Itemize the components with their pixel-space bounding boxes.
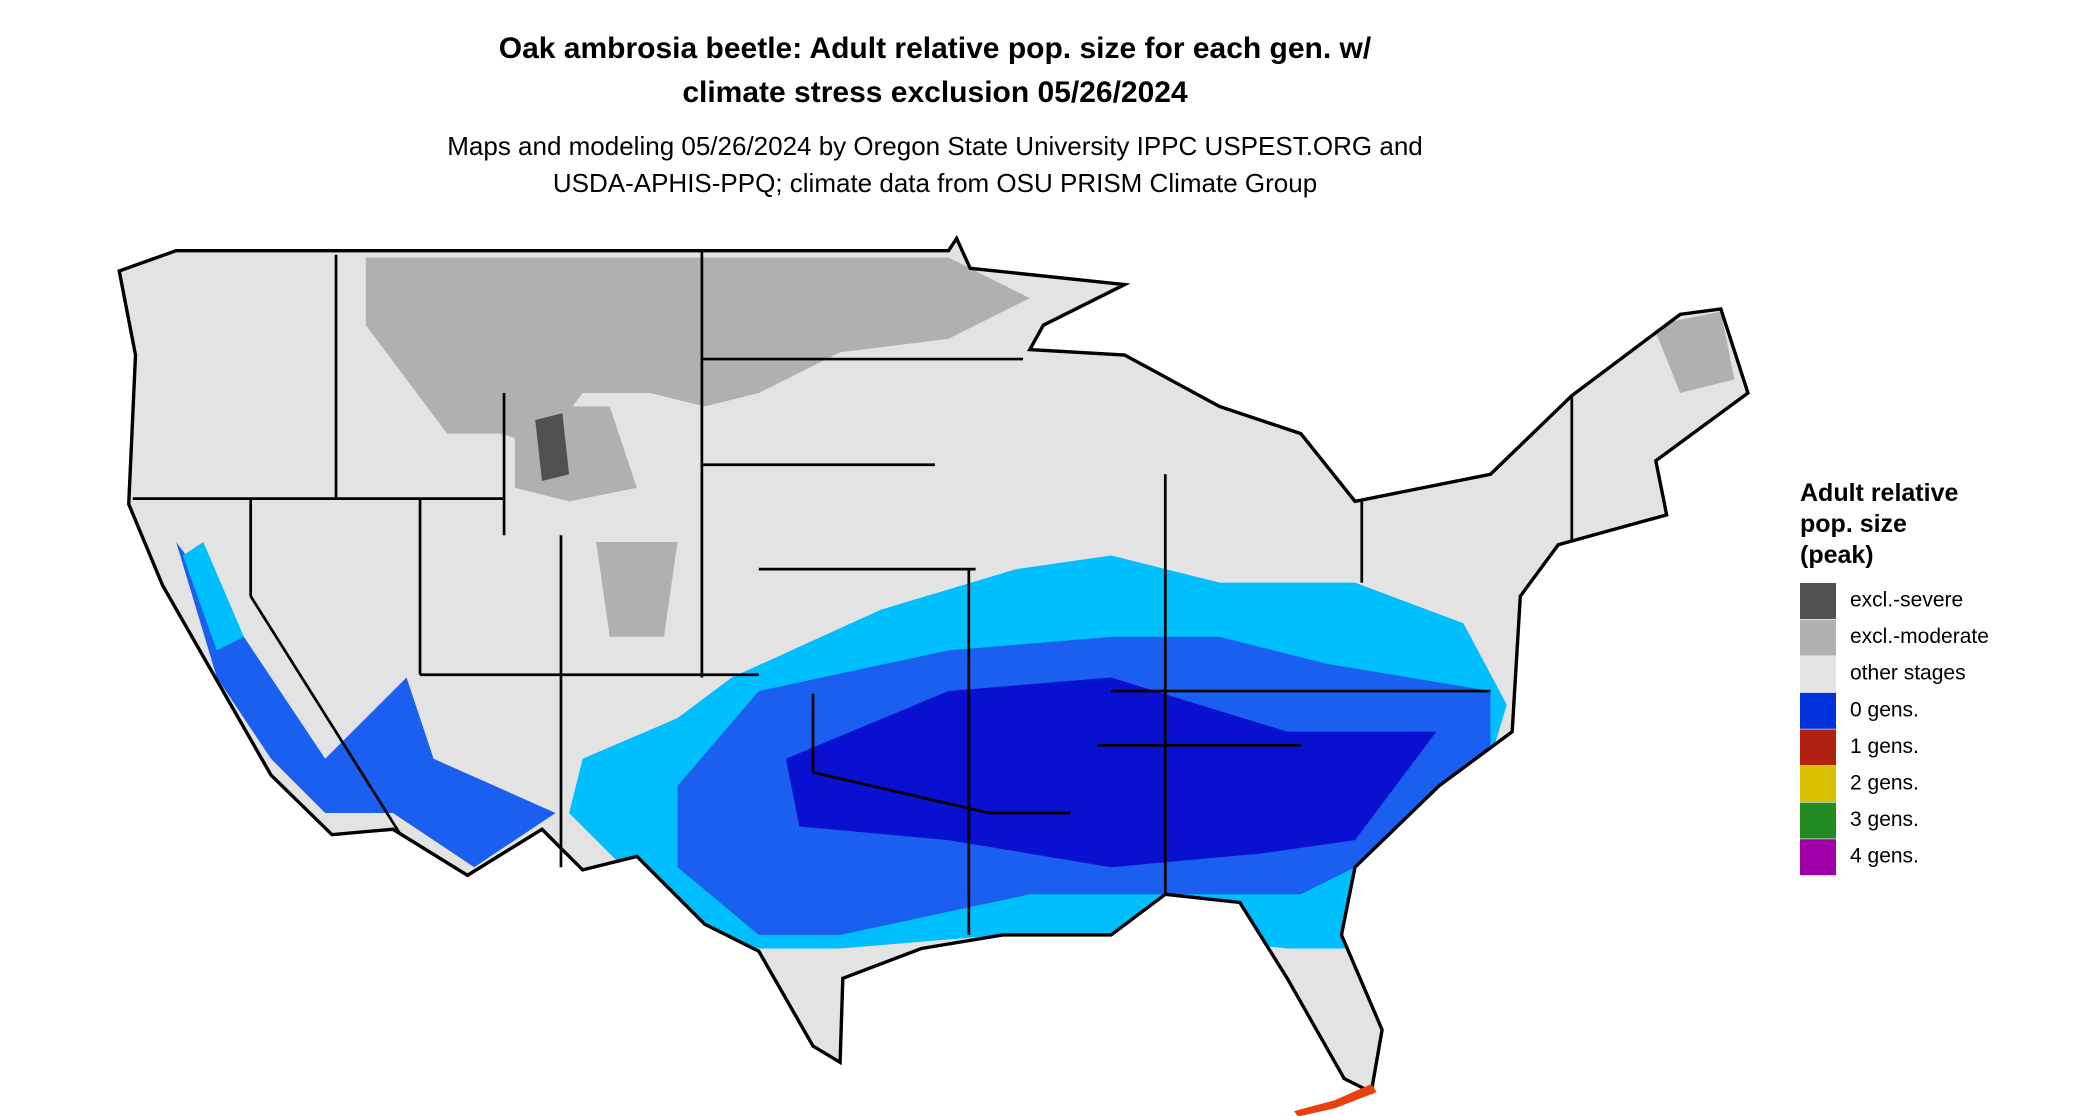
- legend-swatch: [1800, 729, 1836, 766]
- zone-west-blue: [176, 542, 556, 868]
- legend-title-line: Adult relative: [1800, 479, 1958, 507]
- excluded-moderate-colorado: [596, 542, 678, 637]
- legend-label: excl.-severe: [1850, 589, 1963, 612]
- us-outline: [117, 235, 1750, 1095]
- map-fill: [119, 238, 1748, 1093]
- title-line: Oak ambrosia beetle: Adult relative pop.…: [499, 32, 1372, 65]
- zone-west-light: [182, 542, 244, 651]
- legend-label: 1 gens.: [1850, 735, 1919, 758]
- legend-swatch: [1800, 656, 1836, 693]
- excluded-severe: [535, 413, 570, 482]
- legend-label: 2 gens.: [1850, 772, 1919, 795]
- legend-swatch: [1800, 839, 1836, 876]
- subtitle-line: USDA-APHIS-PPQ; climate data from OSU PR…: [553, 168, 1317, 198]
- state-borders: [132, 250, 1574, 935]
- legend-label: other stages: [1850, 662, 1966, 685]
- title-line: climate stress exclusion 05/26/2024: [682, 76, 1188, 109]
- subtitle-line: Maps and modeling 05/26/2024 by Oregon S…: [447, 131, 1423, 161]
- legend-swatch: [1800, 766, 1836, 802]
- titles: Oak ambrosia beetle: Adult relative pop.…: [447, 32, 1423, 198]
- legend-title-line: pop. size: [1800, 510, 1907, 538]
- florida-keys-1-gen: [1294, 1084, 1377, 1116]
- legend-label: 3 gens.: [1850, 808, 1919, 831]
- legend-label: 4 gens.: [1850, 845, 1919, 868]
- legend-label: excl.-moderate: [1850, 625, 1989, 648]
- map: [117, 235, 1750, 1116]
- legend-swatch: [1800, 583, 1836, 619]
- excluded-moderate-maine: [1653, 311, 1735, 393]
- zone-dark-blue: [785, 677, 1437, 868]
- legend-swatch: [1800, 619, 1836, 656]
- legend-label: 0 gens.: [1850, 698, 1919, 721]
- legend: Adult relative pop. size (peak) excl.-sever…: [1800, 479, 1989, 876]
- excluded-moderate-north: [365, 257, 1030, 448]
- legend-swatch: [1800, 802, 1836, 839]
- legend-title-line: (peak): [1800, 541, 1874, 569]
- legend-swatch: [1800, 692, 1836, 729]
